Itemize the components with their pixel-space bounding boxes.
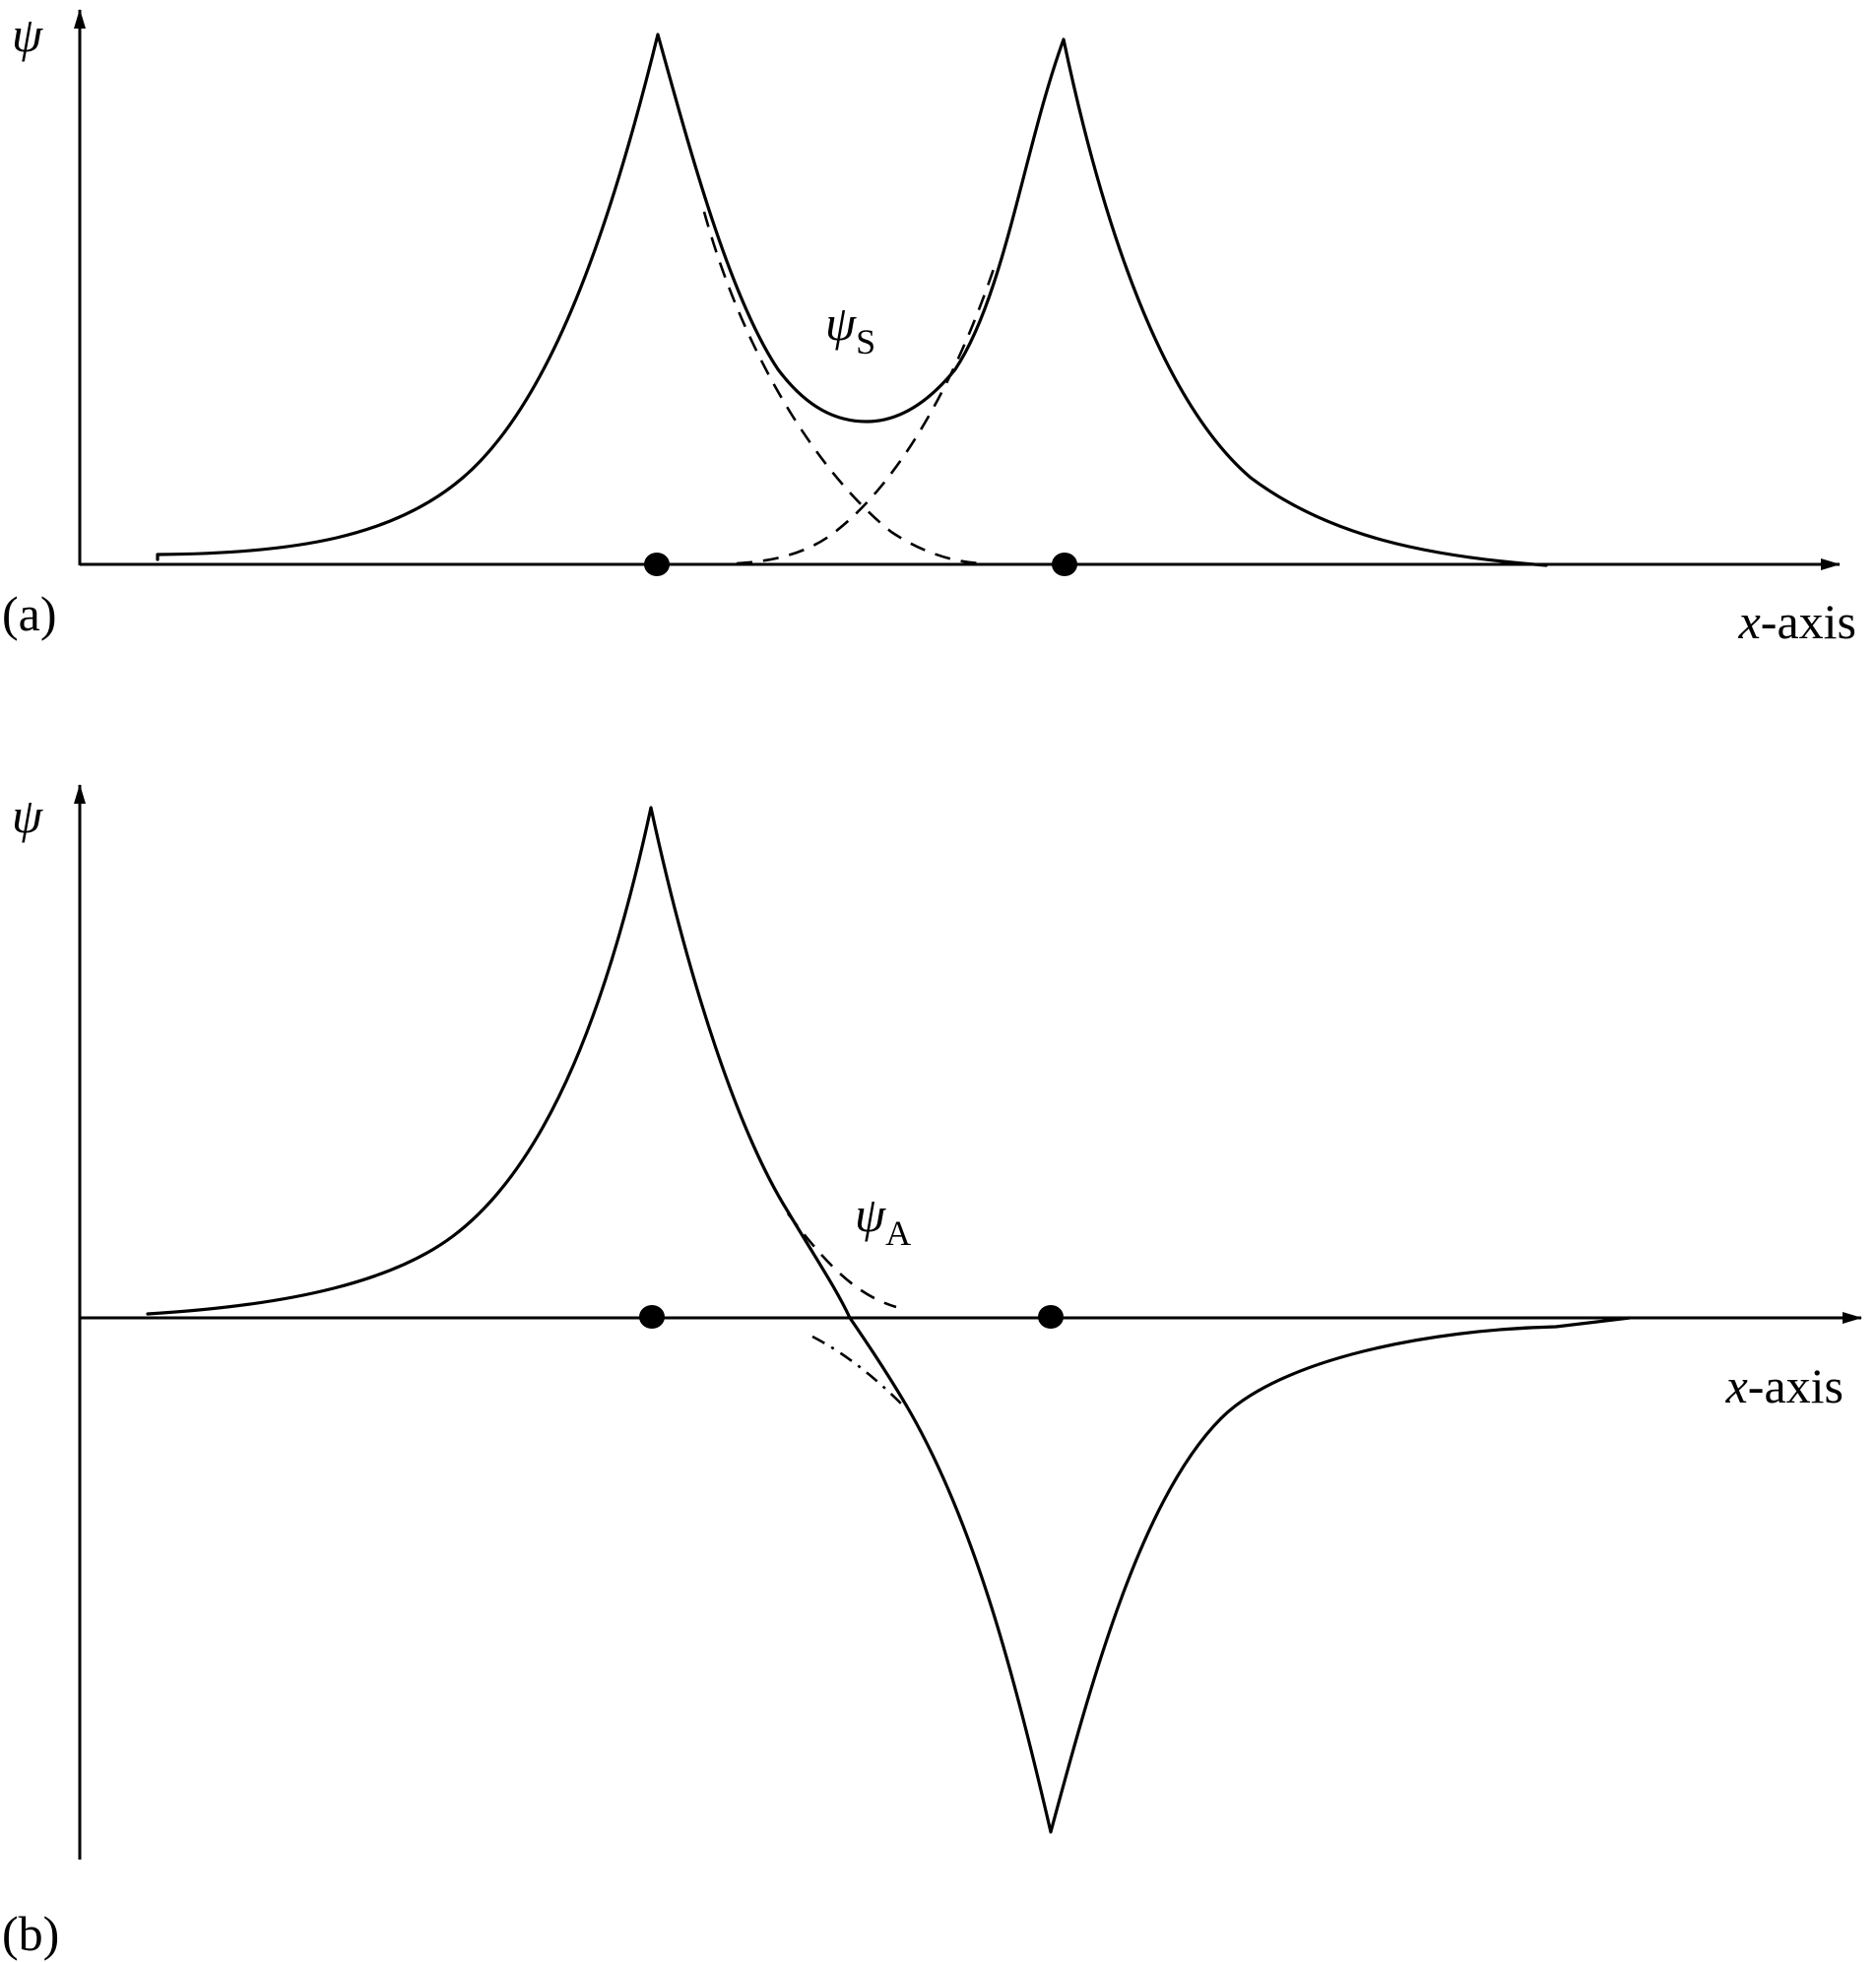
panel-b-left-orbital-dashed [786, 1212, 897, 1309]
psi-a-curve [146, 806, 1632, 1834]
psi-a-label: ψA [855, 1187, 911, 1253]
panel-b-label: (b) [2, 1906, 59, 1961]
panel-b: ψ ψA x-axis (b) [2, 784, 1862, 1961]
panel-a-nucleus-right [1052, 553, 1077, 576]
panel-a-y-axis-label: ψ [12, 7, 43, 62]
panel-b-nucleus-left [639, 1305, 665, 1329]
panel-b-nucleus-right [1038, 1305, 1064, 1329]
psi-s-curve [156, 33, 1548, 567]
panel-b-right-orbital-dashdot [811, 1335, 905, 1407]
panel-b-y-axis-label: ψ [12, 788, 43, 843]
panel-a-label: (a) [2, 586, 57, 641]
panel-a: ψ ψS x-axis (a) [2, 7, 1856, 649]
psi-s-label: ψS [825, 295, 875, 361]
panel-a-left-orbital-dashed [702, 211, 981, 565]
panel-a-x-axis-label: x-axis [1738, 594, 1856, 649]
panel-b-x-axis-label: x-axis [1725, 1358, 1844, 1413]
panel-a-nucleus-left [644, 553, 670, 576]
panel-a-right-orbital-dashed [736, 265, 997, 565]
